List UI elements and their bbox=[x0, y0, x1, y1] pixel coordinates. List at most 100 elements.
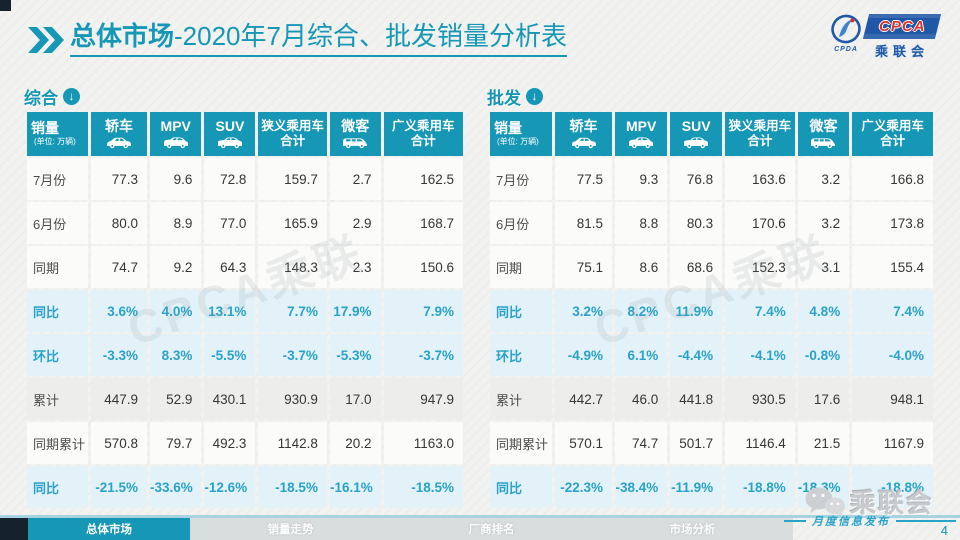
divider-line bbox=[784, 520, 806, 522]
table-row: 6月份 81.5 8.8 80.3 170.6 3.2 173.8 bbox=[490, 202, 933, 244]
column-header: SUV bbox=[204, 112, 256, 156]
value-cell: 74.7 bbox=[91, 246, 148, 288]
retail-table-section: 综合 ↓ 销量 (单位: 万辆) 轿车 MPV SUV 狭义乘用车 合计 微客 广义乘… bbox=[24, 85, 466, 510]
value-cell: -38.4% bbox=[614, 466, 668, 508]
value-cell: 79.7 bbox=[150, 422, 202, 464]
value-cell: 163.6 bbox=[725, 158, 795, 200]
column-header-label: 广义乘用车 合计 bbox=[392, 119, 455, 148]
table-row: 同期累计 570.1 74.7 501.7 1146.4 21.5 1167.9 bbox=[490, 422, 933, 464]
page-title: 总体市场-2020年7月综合、批发销量分析表 bbox=[70, 21, 567, 58]
table-row: 同期累计 570.8 79.7 492.3 1142.8 20.2 1163.0 bbox=[27, 422, 463, 464]
value-cell: 4.0% bbox=[150, 290, 202, 332]
column-header-label: 轿车 bbox=[569, 118, 598, 135]
column-header: 广义乘用车 合计 bbox=[383, 112, 463, 156]
value-cell: 1167.9 bbox=[852, 422, 933, 464]
column-header: 微客 bbox=[797, 112, 850, 156]
row-label: 同比 bbox=[27, 290, 89, 332]
column-header-label: 微客 bbox=[809, 118, 838, 135]
table-row: 同比 -22.3% -38.4% -11.9% -18.8% -18.3% -18.8% bbox=[490, 466, 933, 508]
table-row: 同比 3.2% 8.2% 11.9% 7.4% 4.8% 7.4% bbox=[490, 290, 933, 332]
value-cell: 21.5 bbox=[797, 422, 850, 464]
value-cell: 68.6 bbox=[670, 246, 723, 288]
double-chevron-icon bbox=[28, 27, 64, 53]
column-header-label: MPV bbox=[160, 118, 191, 135]
wechat-icon bbox=[805, 487, 845, 516]
bottom-tab-4[interactable]: 市场分析 bbox=[592, 518, 793, 540]
retail-section-head: 综合 ↓ bbox=[24, 85, 466, 108]
value-cell: 64.3 bbox=[204, 246, 256, 288]
column-header-label: 销量 bbox=[494, 119, 522, 136]
table-row: 同期 75.1 8.6 68.6 152.3 3.1 155.4 bbox=[490, 246, 933, 288]
bottom-tab-2[interactable]: 销量走势 bbox=[190, 518, 391, 540]
retail-table: 销量 (单位: 万辆) 轿车 MPV SUV 狭义乘用车 合计 微客 广义乘用车 合计 7… bbox=[24, 110, 466, 510]
value-cell: 152.3 bbox=[725, 246, 795, 288]
table-row: 同比 3.6% 4.0% 13.1% 7.7% 17.9% 7.9% bbox=[27, 290, 463, 332]
bottom-tab-1[interactable]: 总体市场 bbox=[28, 518, 190, 540]
value-cell: -12.6% bbox=[204, 466, 256, 508]
row-label: 同期累计 bbox=[27, 422, 89, 464]
value-cell: 3.1 bbox=[797, 246, 850, 288]
row-label: 同比 bbox=[27, 466, 89, 508]
value-cell: 46.0 bbox=[614, 378, 668, 420]
wechat-account-name: 乘联会 bbox=[849, 488, 934, 518]
column-header: 销量 (单位: 万辆) bbox=[27, 112, 89, 156]
row-label: 6月份 bbox=[27, 202, 89, 244]
column-header: MPV bbox=[150, 112, 202, 156]
mpv-car-icon bbox=[150, 136, 201, 149]
microvan-car-icon bbox=[798, 136, 849, 149]
table-row: 累计 442.7 46.0 441.8 930.5 17.6 948.1 bbox=[490, 378, 933, 420]
value-cell: 9.2 bbox=[150, 246, 202, 288]
column-header-label: 轿车 bbox=[105, 118, 134, 135]
column-header-label: MPV bbox=[625, 118, 657, 135]
value-cell: 930.5 bbox=[725, 378, 795, 420]
value-cell: -5.5% bbox=[204, 334, 256, 376]
table-row: 6月份 80.0 8.9 77.0 165.9 2.9 168.7 bbox=[27, 202, 463, 244]
value-cell: 492.3 bbox=[204, 422, 256, 464]
circle-down-arrow-icon: ↓ bbox=[526, 87, 543, 105]
row-label: 6月份 bbox=[490, 202, 553, 244]
table-row: 同期 74.7 9.2 64.3 148.3 2.3 150.6 bbox=[27, 246, 463, 288]
row-label: 同比 bbox=[490, 290, 553, 332]
cpca-logo: CPDA CPCA 乘联会 bbox=[829, 14, 942, 60]
table-row: 环比 -4.9% 6.1% -4.4% -4.1% -0.8% -4.0% bbox=[490, 334, 933, 376]
column-header: 销量 (单位: 万辆) bbox=[490, 112, 553, 156]
cpca-flag: CPCA bbox=[862, 14, 942, 39]
value-cell: 81.5 bbox=[555, 202, 612, 244]
column-header-label: SUV bbox=[681, 118, 711, 135]
value-cell: 170.6 bbox=[725, 202, 795, 244]
table-row: 同比 -21.5% -33.6% -12.6% -18.5% -16.1% -18.5% bbox=[27, 466, 463, 508]
column-header-label: 狭义乘用车 合计 bbox=[728, 119, 792, 148]
value-cell: 17.6 bbox=[797, 378, 850, 420]
value-cell: 74.7 bbox=[614, 422, 668, 464]
value-cell: 166.8 bbox=[852, 158, 933, 200]
wechat-watermark: 乘联会 bbox=[804, 483, 934, 520]
value-cell: 13.1% bbox=[204, 290, 256, 332]
value-cell: 80.0 bbox=[91, 202, 148, 244]
bottom-nav: 总体市场 销量走势 厂商排名 市场分析 bbox=[0, 518, 793, 540]
value-cell: -3.7% bbox=[258, 334, 327, 376]
value-cell: 1146.4 bbox=[725, 422, 795, 464]
value-cell: 948.1 bbox=[852, 378, 933, 420]
row-label: 累计 bbox=[490, 378, 553, 420]
column-header: 微客 bbox=[329, 112, 381, 156]
value-cell: 8.6 bbox=[614, 246, 668, 288]
bottom-tab-3[interactable]: 厂商排名 bbox=[391, 518, 592, 540]
value-cell: 75.1 bbox=[555, 246, 612, 288]
row-label: 环比 bbox=[490, 334, 553, 376]
value-cell: 1163.0 bbox=[383, 422, 463, 464]
cpca-abbr: CPCA bbox=[878, 18, 926, 35]
value-cell: 9.6 bbox=[150, 158, 202, 200]
value-cell: -21.5% bbox=[91, 466, 148, 508]
mpv-car-icon bbox=[615, 136, 667, 149]
value-cell: 8.2% bbox=[614, 290, 668, 332]
column-header-unit: (单位: 万辆) bbox=[497, 137, 539, 147]
nav-corner-block bbox=[0, 518, 28, 540]
value-cell: -5.3% bbox=[329, 334, 381, 376]
value-cell: 77.0 bbox=[204, 202, 256, 244]
value-cell: -4.0% bbox=[852, 334, 933, 376]
value-cell: -18.5% bbox=[383, 466, 463, 508]
row-label: 同期累计 bbox=[490, 422, 553, 464]
divider-line bbox=[896, 520, 956, 522]
column-header: 广义乘用车 合计 bbox=[852, 112, 933, 156]
